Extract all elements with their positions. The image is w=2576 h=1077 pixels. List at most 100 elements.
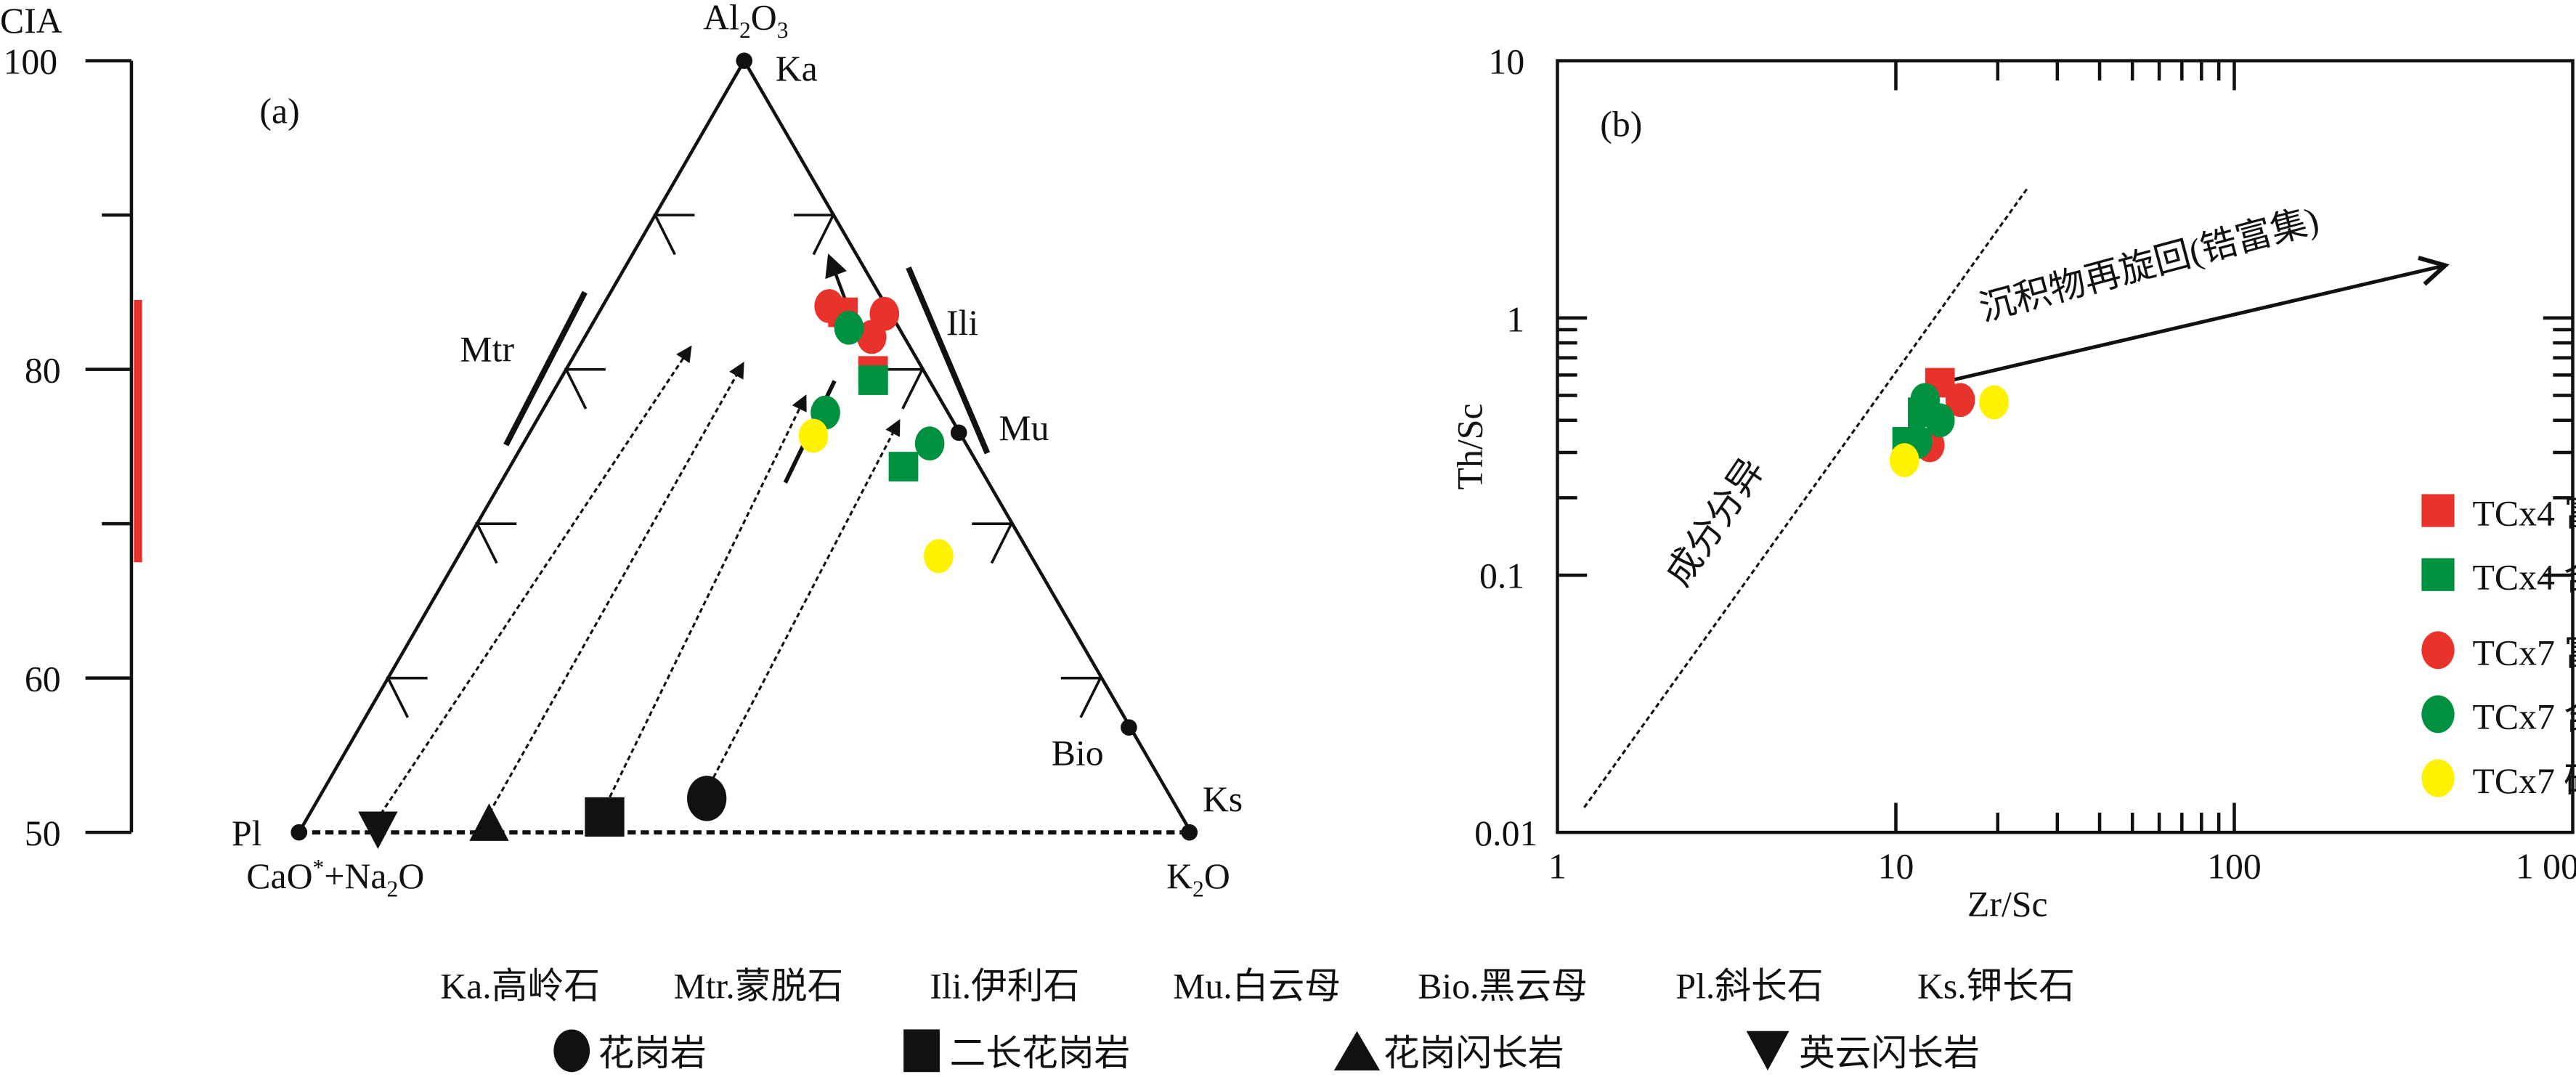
plot-b-legend: TCx4 富锂样品 TCx4 含锂样品 TCx7 富锂样品 TCx7 含锂样品 TCx7…	[2421, 493, 2576, 801]
legend-square-icon	[903, 1029, 940, 1073]
ternary-sample-marker	[814, 289, 845, 323]
ternary-tick-left	[386, 676, 428, 718]
x-tick-100: 100	[2207, 846, 2262, 886]
ternary-sample-marker	[914, 426, 945, 461]
ternary-sample-marker	[798, 418, 829, 453]
trend-arrow-granite	[708, 419, 901, 786]
legend-marker	[2421, 558, 2455, 591]
trend-arrow-tonalite	[375, 345, 692, 822]
legend-marker	[2421, 494, 2455, 527]
abbrev-bio: Bio.黑云母	[1418, 967, 1588, 1007]
mineral-point-pl	[290, 824, 308, 841]
ternary-ticks	[386, 214, 1103, 718]
ternary-sample-marker	[858, 365, 888, 395]
scatter-point	[1889, 443, 1919, 478]
legend-label: TCx4 富锂样品	[2472, 493, 2576, 533]
fractionation-label: 成分分异	[1658, 451, 1772, 593]
apex-label-cao-na2o: CaO*+Na2O	[246, 855, 424, 901]
y-axis-label: Th/Sc	[1450, 403, 1490, 489]
ternary-tick-right	[882, 367, 925, 410]
rock-granodiorite: 花岗闪长岩	[1384, 1033, 1564, 1073]
cia-tick-60: 60	[25, 659, 61, 699]
mineral-label-mu: Mu	[999, 408, 1049, 448]
trend-arrow-granodiorite	[488, 362, 744, 813]
rock-type-legend: 花岗岩 二长花岗岩 花岗闪长岩 英云闪长岩	[553, 1029, 1980, 1073]
mineral-label-pl: Pl	[232, 813, 262, 853]
ternary-sample-marker	[924, 539, 954, 574]
source-rock-marker	[585, 797, 625, 837]
mineral-label-ks: Ks	[1203, 779, 1243, 819]
legend-label: TCx7 富锂样品	[2472, 633, 2576, 673]
plot-b-ticks	[1557, 60, 2573, 833]
trend-arrow-monzogranite	[605, 394, 807, 805]
x-tick-1000: 1 000	[2516, 846, 2576, 886]
apex-label-k2o: K2O	[1166, 856, 1230, 901]
ternary-points	[290, 52, 1198, 850]
source-rock-marker	[469, 803, 509, 841]
panel-a: CIA 100 80 60 50 (a) Al2O3 CaO*+Na2O K2O…	[0, 0, 1243, 901]
plot-b-points	[1889, 367, 2009, 478]
ternary-sample-marker	[888, 452, 919, 481]
legend-marker	[2421, 631, 2455, 670]
source-rock-marker	[687, 776, 727, 821]
x-axis-label: Zr/Sc	[1967, 884, 2048, 924]
mineral-point-bio	[1121, 719, 1137, 736]
plot-b-frame	[1556, 59, 2575, 834]
legend-marker	[2421, 759, 2455, 797]
abbrev-ks: Ks.钾长石	[1917, 967, 2075, 1007]
ternary-tick-left	[653, 214, 695, 256]
mineral-point-mu	[950, 424, 967, 442]
panel-b-label: (b)	[1600, 105, 1642, 145]
mineral-label-mtr: Mtr	[460, 329, 514, 369]
rock-monzogranite: 二长花岗岩	[950, 1033, 1131, 1073]
abbrev-mtr: Mtr.蒙脱石	[673, 967, 843, 1007]
apex-label-al2o3: Al2O3	[703, 0, 788, 43]
mineral-abbrev-legend: Ka.高岭石 Mtr.蒙脱石 Ili.伊利石 Mu.白云母 Bio.黑云母 Pl…	[440, 967, 2075, 1007]
abbrev-ka: Ka.高岭石	[440, 967, 600, 1007]
y-tick-1: 1	[1506, 300, 1524, 340]
cia-tick-80: 80	[25, 351, 61, 391]
legend-triangle-down-icon	[1746, 1031, 1789, 1070]
panel-a-label: (a)	[259, 92, 299, 131]
cia-ticks	[85, 59, 131, 834]
cia-tick-100: 100	[4, 42, 58, 82]
weathering-trend-arrows	[375, 253, 901, 822]
legend-triangle-up-icon	[1333, 1031, 1381, 1070]
legend-marker	[2421, 695, 2455, 733]
ili-range-line	[906, 266, 991, 455]
y-tick-0.01: 0.01	[1474, 813, 1537, 853]
rock-tonalite: 英云闪长岩	[1799, 1033, 1980, 1073]
fractionation-trend-line	[1583, 187, 2029, 808]
ternary-tick-right	[794, 214, 836, 256]
y-tick-10: 10	[1488, 42, 1524, 82]
ternary-tick-left	[474, 522, 517, 564]
recycling-label: 沉积物再旋回(锆富集)	[1975, 200, 2323, 329]
y-tick-0.1: 0.1	[1479, 556, 1524, 596]
scatter-point	[1925, 403, 1955, 438]
ternary-tick-left	[564, 367, 606, 410]
x-tick-1: 1	[1548, 846, 1567, 886]
legend-label: TCx7 含锂样品	[2472, 697, 2576, 737]
cia-axis-title: CIA	[0, 1, 62, 41]
scatter-point	[1945, 383, 1975, 418]
panel-b: 10 1 0.1 0.01 1 10 100 1 000 Zr/Sc Th/Sc…	[1450, 42, 2576, 924]
rock-granite: 花岗岩	[598, 1033, 706, 1073]
recycling-trend-arrow	[1931, 256, 2450, 387]
mtr-range-line	[503, 290, 588, 447]
scatter-point	[1979, 385, 2009, 420]
mineral-label-ka: Ka	[776, 49, 818, 89]
ternary-tick-right	[972, 522, 1014, 564]
ternary-tick-right	[1060, 676, 1103, 718]
x-tick-10: 10	[1878, 846, 1914, 886]
legend-label: TCx4 含锂样品	[2472, 558, 2576, 598]
abbrev-pl: Pl.斜长石	[1675, 967, 1823, 1007]
mineral-point-ka	[736, 52, 753, 69]
legend-circle-icon	[553, 1029, 590, 1073]
ternary-sample-marker	[856, 320, 887, 354]
mineral-label-bio: Bio	[1052, 733, 1104, 773]
legend-label: TCx7 砂岩样品	[2472, 761, 2576, 801]
ternary-sample-marker	[834, 310, 864, 345]
abbrev-mu: Mu.白云母	[1173, 967, 1341, 1007]
abbrev-ili: Ili.伊利石	[930, 967, 1079, 1007]
